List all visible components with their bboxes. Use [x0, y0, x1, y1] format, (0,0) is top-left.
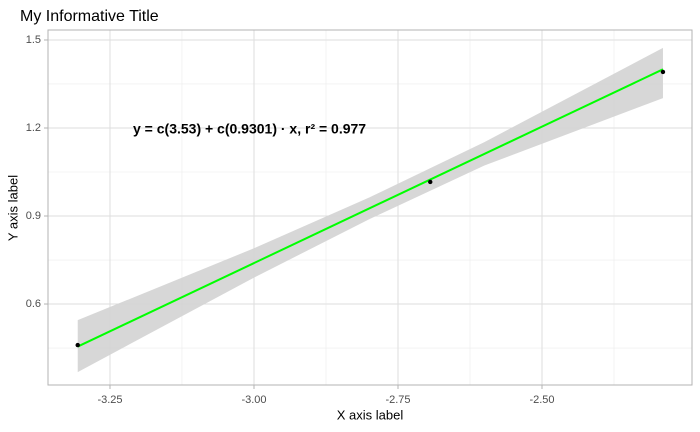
- panel-border: [47, 29, 693, 386]
- x-axis-label: X axis label: [337, 407, 404, 422]
- y-tick-label: 0.6: [26, 298, 41, 310]
- x-tick-label: -2.75: [385, 394, 410, 406]
- confidence-band: [77, 47, 663, 373]
- fit-line: [77, 68, 664, 348]
- x-tick-label: -3.00: [241, 394, 266, 406]
- y-tick-label: 1.5: [26, 34, 41, 46]
- y-axis-label: Y axis label: [5, 175, 20, 241]
- point: [75, 342, 80, 348]
- chart-title: My Informative Title: [20, 8, 159, 25]
- point: [428, 179, 433, 185]
- y-tick-label: 0.9: [26, 210, 41, 222]
- point: [660, 69, 666, 75]
- x-tick-label: -3.25: [97, 394, 122, 406]
- annotation: y = c(3.53) + c(0.9301) · x, r² = 0.977: [133, 121, 366, 137]
- y-tick-label: 1.2: [26, 122, 41, 134]
- x-tick-label: -2.50: [529, 394, 554, 406]
